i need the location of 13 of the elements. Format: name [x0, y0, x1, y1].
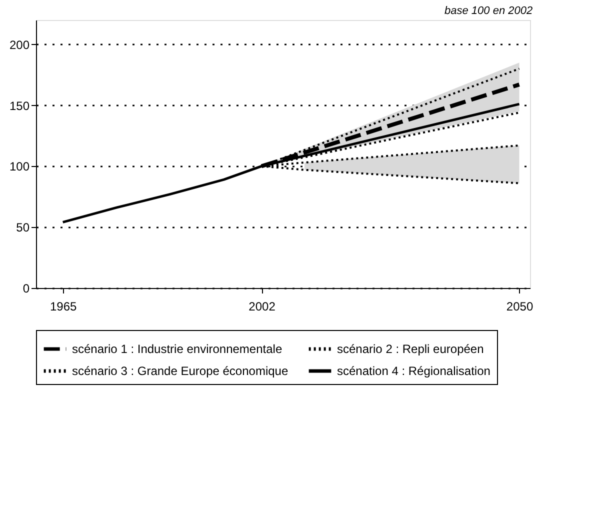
- legend-label: scénation 4 : Régionalisation: [337, 364, 490, 378]
- y-tick-label: 50: [16, 220, 30, 235]
- legend-label: scénario 2 : Repli européen: [337, 342, 484, 356]
- y-tick-label: 150: [9, 98, 30, 113]
- y-tick-label: 0: [22, 282, 30, 296]
- y-tick-label: 200: [9, 38, 30, 52]
- x-tick-label: 2002: [248, 300, 276, 314]
- chart-subtitle: base 100 en 2002: [444, 5, 533, 17]
- y-tick-label: 100: [9, 160, 30, 174]
- x-tick-label: 2050: [506, 300, 534, 314]
- x-tick-label: 1965: [50, 300, 78, 314]
- legend-label: scénario 3 : Grande Europe économique: [72, 364, 288, 378]
- legend-label: scénario 1 : Industrie environnementale: [72, 342, 282, 356]
